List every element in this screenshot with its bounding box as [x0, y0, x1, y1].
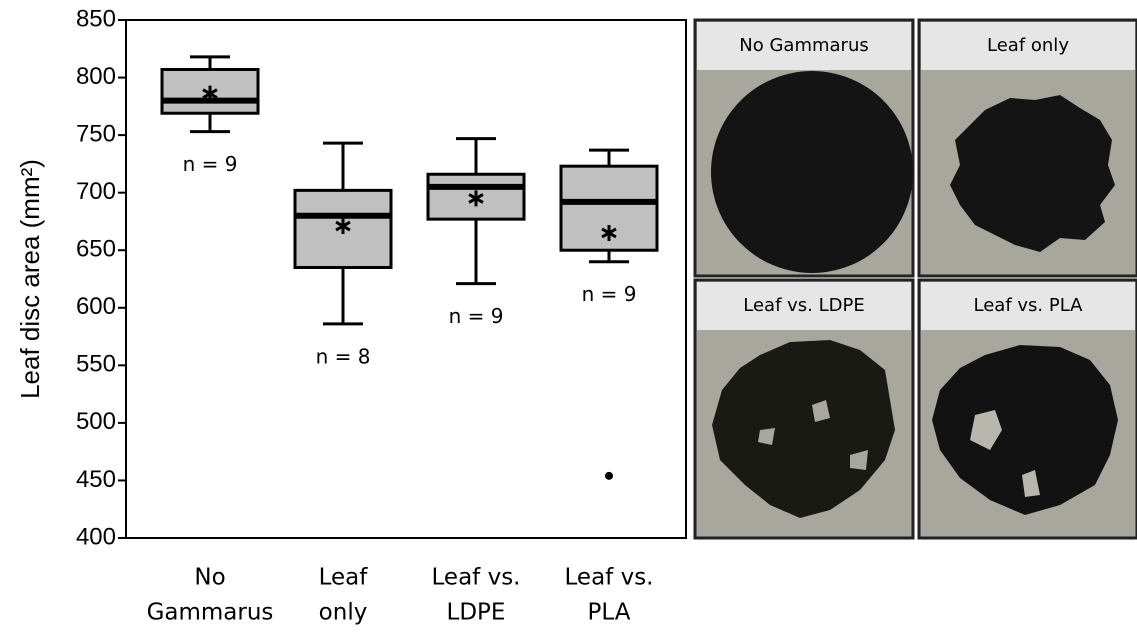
figure: Leaf disc area (mm²) No Gammarus Leaf on…	[0, 0, 1137, 634]
outlier	[605, 472, 613, 480]
photo-label: Leaf vs. LDPE	[743, 295, 864, 316]
y-tick-label: 550	[76, 351, 116, 378]
x-tick-label: No	[194, 565, 225, 591]
x-tick-label: Leaf vs.	[565, 565, 654, 591]
y-tick-label: 650	[76, 236, 116, 263]
sample-size: n = 9	[183, 152, 238, 176]
x-tick-label: only	[319, 600, 368, 626]
sample-size: n = 9	[449, 304, 504, 328]
y-tick-label: 500	[76, 408, 116, 435]
leaf-disc	[711, 71, 913, 273]
y-tick-label: 700	[76, 178, 116, 205]
photo-label: No Gammarus	[739, 35, 868, 56]
x-tick-label: Leaf	[319, 565, 369, 591]
sample-size: n = 8	[316, 344, 371, 368]
x-tick-label: Leaf vs.	[432, 565, 521, 591]
photo-label: Leaf vs. PLA	[974, 295, 1084, 316]
y-tick-label: 400	[76, 523, 116, 550]
y-tick-label: 600	[76, 293, 116, 320]
photo-panels	[695, 20, 1137, 538]
photo-label: Leaf only	[987, 35, 1069, 56]
y-tick-label: 750	[76, 120, 116, 147]
y-tick-label: 850	[76, 5, 116, 32]
sample-size: n = 9	[582, 282, 637, 306]
x-tick-label: PLA	[588, 600, 631, 626]
y-tick-label: 450	[76, 466, 116, 493]
y-tick-label: 800	[76, 63, 116, 90]
x-tick-label: Gammarus	[147, 600, 274, 626]
y-axis-label: Leaf disc area (mm²)	[15, 159, 45, 399]
x-tick-label: LDPE	[447, 600, 506, 626]
